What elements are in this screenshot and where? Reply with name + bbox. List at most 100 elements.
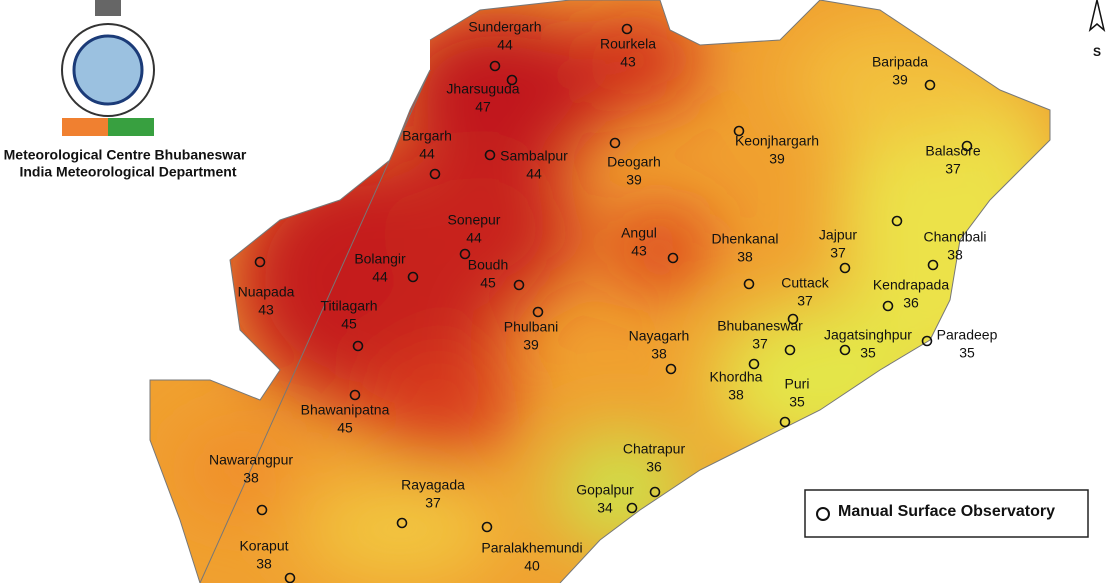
legend: Manual Surface Observatory bbox=[804, 489, 1089, 538]
observatory bbox=[626, 502, 638, 514]
observatory bbox=[429, 168, 441, 180]
station-name: Gopalpur bbox=[576, 482, 634, 498]
observatory bbox=[349, 389, 361, 401]
observatory bbox=[665, 363, 677, 375]
station-name: Angul bbox=[621, 225, 657, 241]
station-name: Rayagada bbox=[401, 477, 465, 493]
station-name: Koraput bbox=[239, 538, 288, 554]
observatory bbox=[506, 74, 518, 86]
observatory bbox=[924, 79, 936, 91]
station-name: Sonepur bbox=[448, 212, 501, 228]
station-name: Nawarangpur bbox=[209, 452, 293, 468]
station-name: Dhenkanal bbox=[712, 231, 779, 247]
observatory bbox=[787, 313, 799, 325]
observatory bbox=[891, 215, 903, 227]
observatory bbox=[779, 416, 791, 428]
station-name: Chandbali bbox=[923, 229, 986, 245]
station-temp: 44 bbox=[372, 269, 388, 285]
station-name: Jharsuguda bbox=[446, 81, 519, 97]
observatory bbox=[882, 300, 894, 312]
station-name: Kendrapada bbox=[873, 277, 950, 293]
station-name: Cuttack bbox=[781, 275, 829, 291]
station-name: Baripada bbox=[872, 54, 928, 70]
observatory bbox=[489, 60, 501, 72]
station-temp: 38 bbox=[947, 247, 963, 263]
observatory bbox=[667, 252, 679, 264]
station-name: Puri bbox=[785, 376, 810, 392]
station-name: Titilagarh bbox=[320, 298, 377, 314]
station-temp: 44 bbox=[497, 37, 513, 53]
station-name: Nayagarh bbox=[629, 328, 690, 344]
station-temp: 39 bbox=[523, 337, 539, 353]
station-temp: 39 bbox=[626, 172, 642, 188]
station-name: Paradeep bbox=[937, 327, 998, 343]
station-name: Deogarh bbox=[607, 154, 661, 170]
station-name: Bolangir bbox=[354, 251, 406, 267]
observatory bbox=[921, 335, 933, 347]
observatory bbox=[784, 344, 796, 356]
station-temp: 38 bbox=[651, 346, 667, 362]
logo bbox=[61, 0, 155, 136]
station-temp: 43 bbox=[258, 302, 274, 318]
observatory bbox=[743, 278, 755, 290]
observatory bbox=[961, 140, 973, 152]
station-temp: 39 bbox=[892, 72, 908, 88]
station-name: Rourkela bbox=[600, 36, 656, 52]
legend-label: Manual Surface Observatory bbox=[838, 503, 1055, 520]
station-temp: 36 bbox=[903, 295, 919, 311]
station-temp: 45 bbox=[337, 420, 353, 436]
station-temp: 44 bbox=[466, 230, 482, 246]
station-name: Khordha bbox=[710, 369, 763, 385]
station-name: Bhawanipatna bbox=[301, 402, 390, 418]
station-temp: 35 bbox=[789, 394, 805, 410]
station-name: Jagatsinghpur bbox=[824, 327, 912, 343]
observatory bbox=[927, 259, 939, 271]
station-temp: 37 bbox=[425, 495, 441, 511]
station-temp: 44 bbox=[419, 146, 435, 162]
observatory bbox=[748, 358, 760, 370]
state-border bbox=[149, 0, 1051, 585]
station-name: Boudh bbox=[468, 257, 508, 273]
station-temp: 40 bbox=[524, 558, 540, 574]
station-name: Bargarh bbox=[402, 128, 452, 144]
observatory bbox=[839, 344, 851, 356]
station-name: Sambalpur bbox=[500, 148, 568, 164]
station-name: Keonjhargarh bbox=[735, 133, 819, 149]
header-line: India Meteorological Department bbox=[19, 164, 236, 180]
station-temp: 37 bbox=[797, 293, 813, 309]
station-temp: 37 bbox=[830, 245, 846, 261]
station-name: Chatrapur bbox=[623, 441, 686, 457]
station-temp: 37 bbox=[945, 161, 961, 177]
station-temp: 37 bbox=[752, 336, 768, 352]
observatory bbox=[649, 486, 661, 498]
station-temp: 43 bbox=[620, 54, 636, 70]
observatory bbox=[256, 504, 268, 516]
observatory bbox=[532, 306, 544, 318]
observatory bbox=[396, 517, 408, 529]
observatory bbox=[733, 125, 745, 137]
observatory bbox=[459, 248, 471, 260]
station-name: Bhubaneswar bbox=[717, 318, 803, 334]
station-temp: 35 bbox=[959, 345, 975, 361]
station-temp: 45 bbox=[341, 316, 357, 332]
station-name: Jajpur bbox=[819, 227, 857, 243]
station-temp: 39 bbox=[769, 151, 785, 167]
observatory bbox=[621, 23, 633, 35]
station-temp: 38 bbox=[256, 556, 272, 572]
station-temp: 38 bbox=[737, 249, 753, 265]
station-temp: 38 bbox=[728, 387, 744, 403]
station-name: Sundergarh bbox=[468, 19, 541, 35]
station-temp: 35 bbox=[860, 345, 876, 361]
observatory bbox=[609, 137, 621, 149]
station-temp: 34 bbox=[597, 500, 613, 516]
observatory bbox=[513, 279, 525, 291]
station-temp: 45 bbox=[480, 275, 496, 291]
observatory bbox=[839, 262, 851, 274]
compass: S bbox=[1088, 0, 1106, 59]
station-name: Nuapada bbox=[238, 284, 295, 300]
station-temp: 43 bbox=[631, 243, 647, 259]
observatory bbox=[407, 271, 419, 283]
